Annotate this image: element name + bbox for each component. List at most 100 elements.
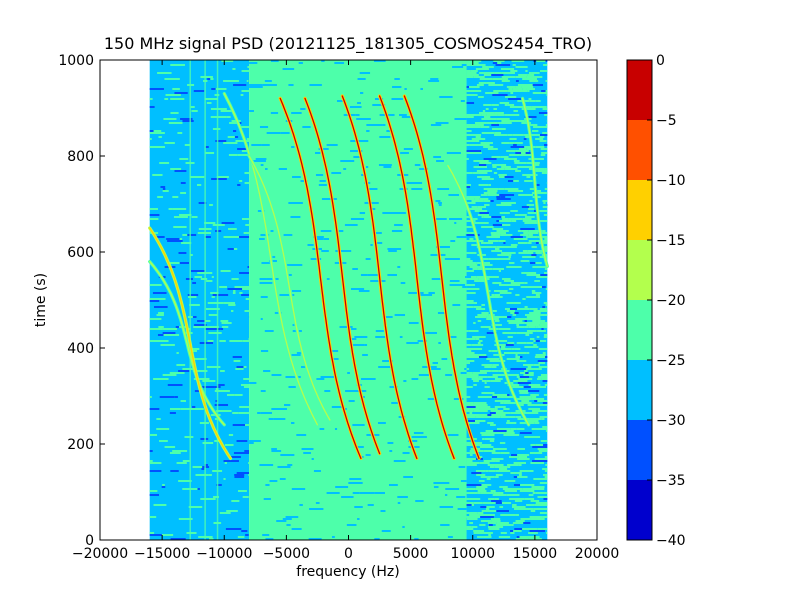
noise-speck <box>394 224 403 226</box>
noise-speck <box>542 468 546 470</box>
noise-speck <box>506 266 522 268</box>
noise-speck <box>524 346 536 348</box>
noise-speck <box>260 318 263 320</box>
noise-speck <box>324 390 331 392</box>
noise-speck <box>153 130 162 132</box>
noise-speck <box>492 78 503 80</box>
noise-speck <box>240 94 244 96</box>
noise-speck <box>438 204 442 206</box>
noise-speck <box>509 106 525 108</box>
noise-speck <box>323 238 330 240</box>
noise-speck <box>475 420 486 422</box>
noise-speck <box>211 88 216 90</box>
noise-speck <box>278 168 287 170</box>
noise-speck <box>180 118 193 120</box>
noise-speck <box>544 246 548 248</box>
noise-speck <box>519 154 533 156</box>
noise-speck <box>476 474 486 476</box>
noise-speck <box>500 532 507 534</box>
noise-speck <box>316 378 325 380</box>
noise-speck <box>285 376 301 378</box>
noise-speck <box>518 214 527 216</box>
noise-speck <box>490 380 501 382</box>
noise-speck <box>524 370 528 372</box>
noise-speck <box>545 464 548 466</box>
noise-speck <box>526 176 531 178</box>
noise-speck <box>460 480 467 482</box>
noise-speck <box>376 242 383 244</box>
noise-speck <box>539 512 548 514</box>
noise-speck <box>533 508 548 510</box>
noise-speck <box>331 172 342 174</box>
noise-speck <box>354 336 368 338</box>
noise-speck <box>309 84 322 86</box>
noise-speck <box>501 72 515 74</box>
noise-speck <box>239 406 250 408</box>
noise-speck <box>535 294 540 296</box>
noise-speck <box>537 138 544 140</box>
noise-speck <box>300 108 306 110</box>
noise-speck <box>470 276 477 278</box>
noise-speck <box>504 168 518 170</box>
noise-speck <box>546 94 548 96</box>
noise-speck <box>487 422 494 424</box>
noise-speck <box>478 96 484 98</box>
noise-speck <box>535 346 539 348</box>
noise-speck <box>399 114 407 116</box>
noise-speck <box>466 126 481 128</box>
noise-speck <box>503 408 510 410</box>
noise-speck <box>533 340 536 342</box>
noise-speck <box>476 170 493 172</box>
noise-speck <box>466 414 470 416</box>
noise-speck <box>538 362 546 364</box>
noise-speck <box>536 336 540 338</box>
noise-speck <box>533 478 548 480</box>
noise-speck <box>366 188 378 190</box>
noise-speck <box>163 118 177 120</box>
noise-speck <box>483 192 497 194</box>
noise-speck <box>360 92 364 94</box>
noise-speck <box>521 378 533 380</box>
noise-speck <box>491 156 501 158</box>
noise-speck <box>536 330 546 332</box>
noise-speck <box>495 64 511 66</box>
noise-speck <box>205 308 217 310</box>
noise-speck <box>234 474 245 476</box>
noise-speck <box>188 506 203 508</box>
noise-speck <box>232 130 237 132</box>
noise-speck <box>466 150 481 152</box>
noise-speck <box>522 298 526 300</box>
noise-speck <box>347 372 350 374</box>
noise-speck <box>265 168 268 170</box>
noise-speck <box>529 124 538 126</box>
noise-speck <box>475 316 487 318</box>
noise-speck <box>244 310 250 312</box>
noise-speck <box>480 516 494 518</box>
noise-speck <box>201 468 205 470</box>
noise-speck <box>517 230 522 232</box>
noise-speck <box>466 362 471 364</box>
noise-speck <box>448 194 460 196</box>
noise-speck <box>152 174 163 176</box>
noise-speck <box>357 78 366 80</box>
noise-speck <box>533 310 548 312</box>
noise-speck <box>403 476 414 478</box>
noise-speck <box>452 66 464 68</box>
noise-speck <box>507 464 519 466</box>
noise-speck <box>479 240 484 242</box>
signal-trace-core <box>279 97 362 460</box>
noise-speck <box>529 418 542 420</box>
noise-speck <box>480 506 487 508</box>
noise-speck <box>260 234 270 236</box>
noise-speck <box>164 142 175 144</box>
noise-speck <box>411 436 427 438</box>
noise-speck <box>466 374 479 376</box>
noise-speck <box>541 152 548 154</box>
noise-speck <box>478 82 487 84</box>
colorbar: 0−5−10−15−20−25−30−35−40 <box>626 53 686 549</box>
noise-speck <box>164 98 169 100</box>
noise-speck <box>221 222 235 224</box>
noise-speck <box>270 112 279 114</box>
noise-speck <box>517 242 528 244</box>
noise-speck <box>149 462 162 464</box>
